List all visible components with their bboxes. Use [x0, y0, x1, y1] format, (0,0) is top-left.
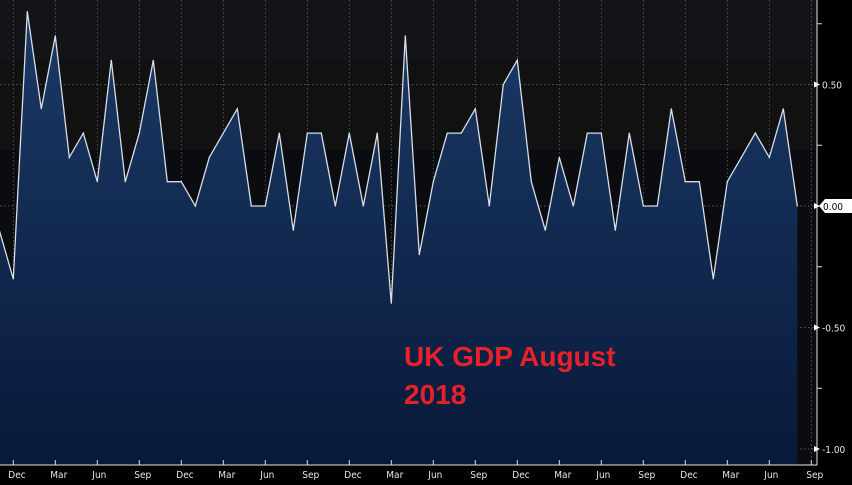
data-point — [348, 132, 350, 134]
data-point — [278, 132, 280, 134]
x-tick-label: Mar — [218, 470, 235, 481]
data-point — [320, 132, 322, 134]
x-tick-label: Mar — [50, 470, 67, 481]
data-point — [488, 205, 490, 207]
y-tick-label: 0.50 — [822, 81, 842, 92]
data-point — [152, 59, 154, 61]
x-tick-label: Dec — [512, 470, 529, 481]
x-tick-label: Dec — [680, 470, 697, 481]
data-point — [558, 156, 560, 158]
data-point — [670, 108, 672, 110]
data-point — [110, 59, 112, 61]
data-point — [208, 156, 210, 158]
data-point — [376, 132, 378, 134]
bg-band-top — [0, 0, 817, 60]
data-point — [628, 132, 630, 134]
data-point — [82, 132, 84, 134]
x-tick-label: Jun — [259, 470, 274, 481]
x-tick-label: Jun — [763, 470, 778, 481]
x-tick-label: Dec — [176, 470, 193, 481]
x-tick-label: Dec — [8, 470, 25, 481]
data-point — [194, 205, 196, 207]
data-point — [460, 132, 462, 134]
data-point — [54, 35, 56, 37]
data-point — [754, 132, 756, 134]
x-tick-label: Sep — [134, 470, 151, 481]
x-tick-label: Sep — [470, 470, 487, 481]
data-point — [530, 181, 532, 183]
data-point — [656, 205, 658, 207]
data-point — [12, 278, 14, 280]
data-point — [68, 156, 70, 158]
data-point — [250, 205, 252, 207]
data-point — [222, 132, 224, 134]
data-point — [432, 181, 434, 183]
data-point — [404, 35, 406, 37]
data-point — [474, 108, 476, 110]
data-point — [642, 205, 644, 207]
data-point — [712, 278, 714, 280]
data-point — [180, 181, 182, 183]
data-point — [390, 302, 392, 304]
data-point — [334, 205, 336, 207]
data-point — [544, 229, 546, 231]
x-tick-label: Mar — [554, 470, 571, 481]
data-point — [124, 181, 126, 183]
data-point — [26, 10, 28, 13]
data-point — [138, 132, 140, 134]
data-point — [586, 132, 588, 134]
data-point — [796, 205, 798, 207]
series-area — [0, 11, 798, 465]
x-tick-label: Dec — [344, 470, 361, 481]
x-tick-label: Sep — [638, 470, 655, 481]
data-point — [418, 254, 420, 256]
x-tick-label: Sep — [806, 470, 823, 481]
x-tick-label: Jun — [91, 470, 106, 481]
series-line — [0, 11, 798, 304]
x-tick-label: Mar — [386, 470, 403, 481]
data-point — [740, 156, 742, 158]
x-tick-label: Jun — [595, 470, 610, 481]
last-value-label: 0.00 — [823, 202, 843, 213]
data-point — [768, 156, 770, 158]
y-tick-label: -1.00 — [822, 445, 846, 456]
data-point — [306, 132, 308, 134]
y-tick-label: -0.50 — [822, 324, 846, 335]
data-point — [684, 181, 686, 183]
x-tick-label: Sep — [302, 470, 319, 481]
x-tick-label: Mar — [722, 470, 739, 481]
chart-annotation: UK GDP August 2018 — [404, 341, 616, 410]
data-point — [236, 108, 238, 110]
data-point — [502, 83, 504, 86]
data-point — [600, 132, 602, 134]
x-tick-label: Jun — [427, 470, 442, 481]
data-point — [40, 108, 42, 110]
data-point — [292, 229, 294, 231]
data-point — [782, 108, 784, 110]
data-point — [614, 229, 616, 231]
data-point — [516, 59, 518, 61]
data-point — [572, 205, 574, 207]
data-point — [698, 181, 700, 183]
data-point — [446, 132, 448, 134]
data-point — [726, 181, 728, 183]
last-value-badge — [819, 199, 852, 213]
data-point — [264, 205, 266, 207]
data-point — [166, 181, 168, 183]
data-point — [96, 181, 98, 183]
data-point — [362, 205, 364, 207]
